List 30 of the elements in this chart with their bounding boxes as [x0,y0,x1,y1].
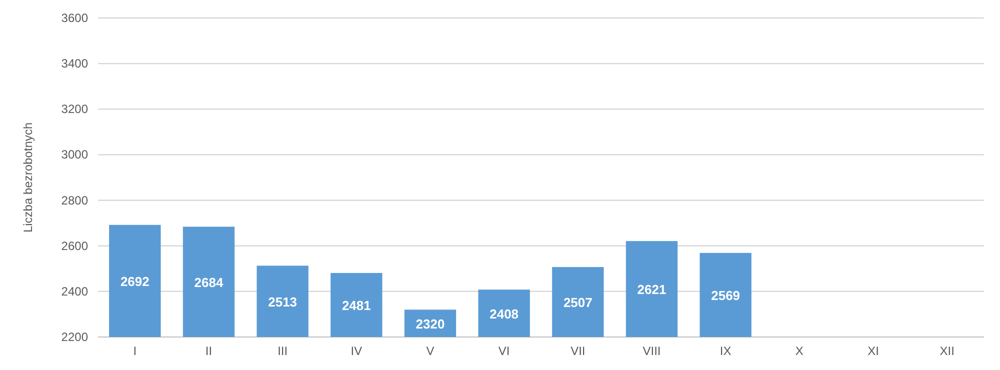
y-tick-label: 3400 [61,56,88,71]
y-tick-label: 2800 [61,193,88,208]
x-tick-label: IV [350,344,362,358]
data-label: 2692 [120,274,150,289]
x-tick-label: V [426,344,434,358]
data-label: 2320 [416,316,445,332]
x-tick-label: VII [570,344,586,358]
x-tick-label: VI [498,344,510,358]
x-tick-label: I [133,344,137,358]
data-label: 2621 [637,282,666,298]
x-tick-label: VIII [642,344,661,358]
data-label: 2569 [711,288,740,303]
y-tick-label: 2400 [61,284,88,298]
x-tick-label: XII [940,344,954,358]
data-label: 2507 [563,295,592,310]
y-tick-label: 2200 [61,330,88,344]
x-tick-label: III [278,344,288,358]
x-tick-label: II [205,344,212,358]
y-tick-label: 3200 [61,102,88,116]
data-label: 2684 [194,274,224,290]
x-tick-label: XI [868,344,879,358]
y-axis-title: Liczba bezrobotnych [21,122,35,233]
data-label: 2513 [268,294,298,310]
data-label: 2408 [490,306,519,322]
y-tick-label: 3000 [61,148,88,162]
y-tick-label: 3600 [61,11,88,25]
data-label: 2481 [342,298,371,313]
y-tick-label: 2600 [61,238,88,253]
x-tick-label: X [795,344,804,358]
x-tick-label: IX [720,344,732,358]
